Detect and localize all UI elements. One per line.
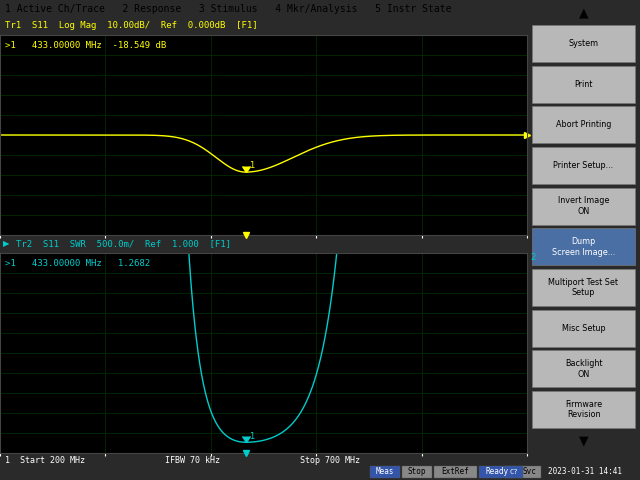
Text: 1 Active Ch/Trace   2 Response   3 Stimulus   4 Mkr/Analysis   5 Instr State: 1 Active Ch/Trace 2 Response 3 Stimulus … [5, 3, 451, 13]
Bar [531, 66, 636, 103]
Text: Invert Image
ON: Invert Image ON [558, 196, 609, 216]
Text: Ready: Ready [486, 468, 509, 477]
Bar [531, 147, 636, 184]
Bar [402, 466, 432, 478]
Text: Backlight
ON: Backlight ON [564, 359, 602, 379]
Text: ▼: ▼ [579, 434, 588, 447]
Bar [505, 466, 523, 478]
Text: Abort Printing: Abort Printing [556, 120, 611, 129]
Bar [518, 466, 541, 478]
Text: C?: C? [509, 469, 518, 475]
Bar [531, 228, 636, 265]
Bar [531, 310, 636, 347]
Text: >1   433.00000 MHz  -18.549 dB: >1 433.00000 MHz -18.549 dB [5, 41, 166, 50]
Text: ExtRef: ExtRef [442, 468, 469, 477]
Text: >1   433.00000 MHz   1.2682: >1 433.00000 MHz 1.2682 [5, 259, 150, 268]
Bar [370, 466, 400, 478]
Text: Misc Setup: Misc Setup [562, 324, 605, 333]
Text: System: System [568, 39, 598, 48]
Text: Tr1  S11  Log Mag  10.00dB/  Ref  0.000dB  [F1]: Tr1 S11 Log Mag 10.00dB/ Ref 0.000dB [F1… [5, 22, 258, 31]
Bar [531, 391, 636, 428]
Bar [531, 188, 636, 225]
Text: Meas: Meas [376, 468, 394, 477]
Text: Stop: Stop [408, 468, 426, 477]
Bar [479, 466, 515, 478]
Bar [531, 106, 636, 144]
Text: 1: 1 [249, 161, 254, 170]
Bar [531, 269, 636, 306]
Bar [531, 25, 636, 62]
Text: Dump
Screen Image...: Dump Screen Image... [552, 237, 615, 256]
Text: Printer Setup...: Printer Setup... [554, 161, 614, 170]
Text: Firmware
Revision: Firmware Revision [565, 400, 602, 419]
Text: Multiport Test Set
Setup: Multiport Test Set Setup [548, 278, 618, 297]
Text: 2: 2 [530, 253, 536, 262]
Text: 2023-01-31 14:41: 2023-01-31 14:41 [548, 468, 622, 477]
Text: Print: Print [574, 80, 593, 89]
Text: ▲: ▲ [579, 6, 588, 19]
Text: 1  Start 200 MHz                IFBW 70 kHz                Stop 700 MHz: 1 Start 200 MHz IFBW 70 kHz Stop 700 MHz [5, 456, 360, 465]
Text: 1: 1 [249, 432, 254, 441]
Text: Svc: Svc [522, 468, 536, 477]
Bar [434, 466, 477, 478]
Text: ▶: ▶ [3, 240, 9, 249]
Bar [531, 350, 636, 387]
Text: Tr2  S11  SWR  500.0m/  Ref  1.000  [F1]: Tr2 S11 SWR 500.0m/ Ref 1.000 [F1] [16, 240, 231, 249]
